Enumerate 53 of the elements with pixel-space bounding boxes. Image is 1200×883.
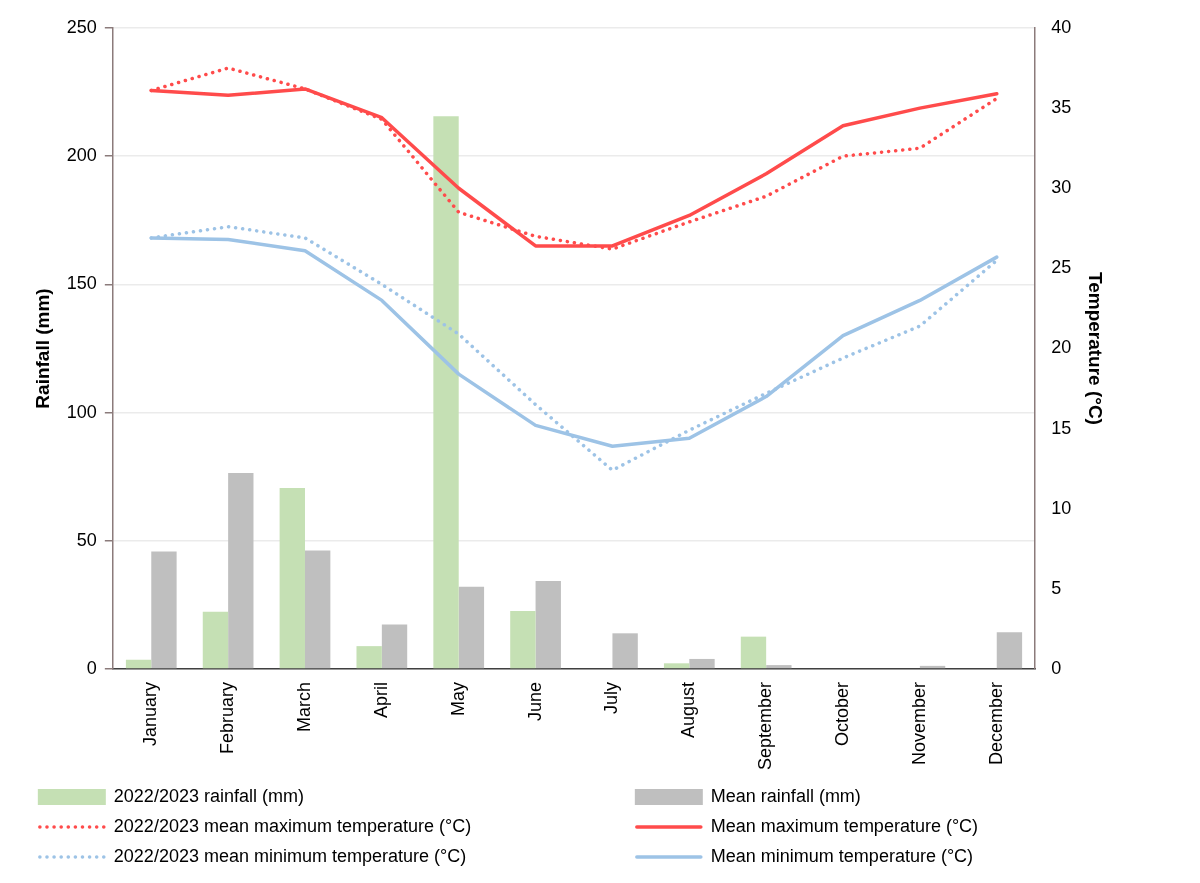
bar: [458, 586, 485, 669]
x-tick-label: June: [524, 681, 545, 721]
bar: [433, 116, 459, 669]
x-tick-label: January: [140, 681, 161, 746]
y2-tick-label: 0: [1051, 657, 1062, 678]
bar: [202, 611, 229, 669]
bar: [381, 624, 408, 669]
y-tick-label: 250: [66, 16, 97, 37]
y2-tick-label: 30: [1051, 177, 1072, 198]
legend-label: 2022/2023 mean maximum temperature (°C): [113, 815, 472, 836]
legend-label: 2022/2023 rainfall (mm): [113, 785, 304, 806]
legend-label: Mean rainfall (mm): [710, 785, 861, 806]
x-tick-label: May: [447, 681, 468, 716]
y2-tick-label: 25: [1051, 257, 1072, 278]
y2-tick-label: 5: [1051, 577, 1062, 598]
legend-label: 2022/2023 mean minimum temperature (°C): [113, 845, 467, 866]
y2-tick-label: 15: [1051, 417, 1072, 438]
x-tick-label: April: [370, 681, 391, 718]
y2-tick-label: 20: [1051, 337, 1072, 358]
bar: [125, 659, 152, 669]
bar: [689, 658, 715, 669]
y-tick-label: 100: [66, 401, 97, 422]
y-axis-title: Rainfall (mm): [31, 288, 53, 409]
bar: [304, 550, 331, 669]
x-tick-label: August: [678, 681, 699, 738]
y2-axis-title: Temperature (°C): [1085, 272, 1107, 425]
bar: [612, 633, 638, 669]
y2-tick-label: 10: [1051, 497, 1072, 518]
x-tick-label: July: [601, 681, 622, 714]
bar: [766, 665, 792, 669]
bar: [356, 646, 382, 669]
bar: [279, 487, 305, 669]
y-tick-label: 0: [86, 657, 97, 678]
legend-label: Mean maximum temperature (°C): [710, 815, 979, 836]
x-tick-label: December: [985, 681, 1006, 765]
bar: [510, 611, 536, 669]
bar: [663, 663, 690, 669]
legend-label: Mean minimum temperature (°C): [710, 845, 974, 866]
x-tick-label: September: [755, 681, 776, 771]
x-tick-label: February: [217, 681, 238, 754]
bar: [151, 551, 177, 669]
bar: [535, 581, 561, 669]
x-tick-label: October: [831, 681, 852, 746]
y2-tick-label: 40: [1051, 16, 1072, 37]
y-tick-label: 150: [66, 273, 97, 294]
y-tick-label: 50: [76, 529, 97, 550]
bar: [228, 473, 254, 669]
bar: [996, 632, 1023, 669]
x-tick-label: March: [293, 681, 314, 732]
y-tick-label: 200: [66, 145, 97, 166]
bar: [740, 636, 767, 669]
x-tick-label: November: [908, 681, 929, 765]
y2-tick-label: 35: [1051, 97, 1072, 118]
